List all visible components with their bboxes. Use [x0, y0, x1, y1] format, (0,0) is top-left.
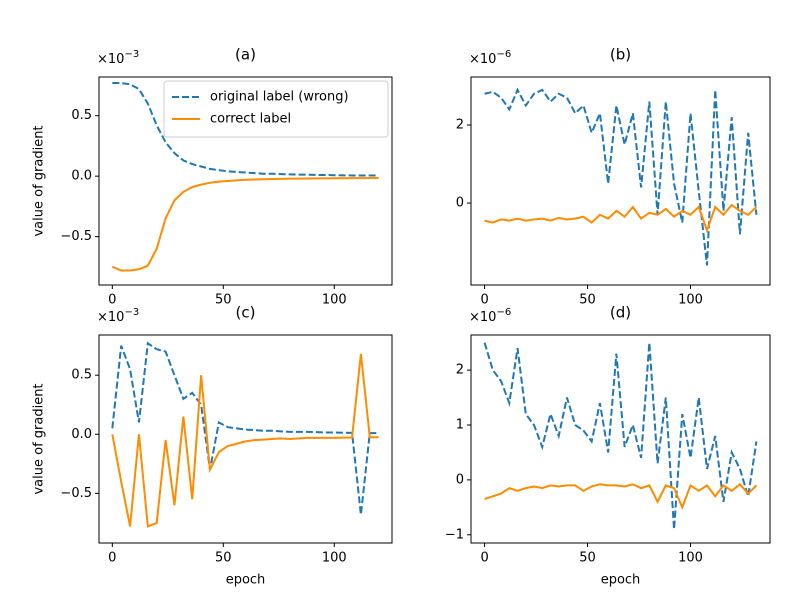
legend-box — [163, 80, 389, 138]
subplot-title: (d) — [610, 304, 631, 322]
data-line — [484, 203, 758, 234]
offset-exponent: −3 — [124, 307, 139, 318]
data-line — [111, 353, 379, 528]
y-tick-label: 1 — [456, 418, 464, 433]
x-tick-label: 50 — [579, 551, 596, 566]
subplot: 0 50 100 2 1 0 −1 (d) ×10−6 epoch — [445, 304, 771, 588]
x-tick-label: 100 — [678, 551, 703, 566]
x-tick-label: 100 — [322, 551, 347, 566]
y-tick-label: −1 — [445, 527, 464, 542]
x-tick-label: 0 — [480, 293, 488, 308]
data-line — [484, 482, 758, 511]
y-tick-label: 0.5 — [71, 108, 92, 123]
y-tick-label: 2 — [456, 363, 464, 378]
subplot-title: (b) — [610, 46, 631, 64]
x-axis-label: epoch — [601, 573, 641, 588]
offset-exponent: −6 — [496, 307, 511, 318]
subplot: 0 50 100 0.5 0.0 −0.5 (c) ×10−3 value of gradien… — [32, 304, 393, 588]
offset-text: ×10−6 — [469, 307, 511, 325]
y-tick-label: 0 — [456, 196, 464, 211]
subplot: 0 50 100 0.5 0.0 −0.5 (a) ×10−3 value of gradien… — [32, 46, 393, 308]
y-tick-label: 2 — [456, 118, 464, 133]
offset-text: ×10−3 — [97, 49, 139, 67]
x-tick-label: 0 — [108, 551, 116, 566]
x-tick-label: 0 — [108, 293, 116, 308]
offset-exponent: −3 — [124, 49, 139, 60]
y-axis-label: value of gradient — [32, 383, 47, 494]
offset-base: ×10 — [469, 310, 496, 325]
y-tick-label: 0 — [456, 472, 464, 487]
data-line — [484, 87, 758, 266]
y-tick-label: 0.0 — [71, 427, 92, 442]
x-tick-label: 50 — [215, 293, 232, 308]
y-tick-label: −0.5 — [60, 229, 92, 244]
offset-text: ×10−6 — [469, 49, 511, 67]
x-axis-label: epoch — [226, 573, 266, 588]
axes-frame — [470, 334, 771, 544]
offset-base: ×10 — [469, 52, 496, 67]
data-line — [111, 341, 379, 515]
x-tick-label: 100 — [678, 293, 703, 308]
offset-exponent: −6 — [496, 49, 511, 60]
axes-frame — [470, 76, 771, 286]
x-tick-label: 100 — [322, 293, 347, 308]
axes-frame — [98, 334, 393, 544]
data-line — [112, 82, 379, 177]
subplot: 0 50 100 2 0 (b) ×10−6 — [456, 46, 771, 308]
legend-label: correct label — [210, 112, 291, 127]
axes-frame — [98, 76, 393, 286]
subplot-title: (a) — [235, 46, 256, 64]
y-tick-label: 0.5 — [71, 368, 92, 383]
data-line — [483, 342, 758, 530]
y-tick-label: −0.5 — [60, 486, 92, 501]
x-tick-label: 0 — [480, 551, 488, 566]
y-axis-label: value of gradient — [32, 125, 47, 236]
offset-base: ×10 — [97, 52, 124, 67]
subplot-title: (c) — [236, 304, 256, 322]
x-tick-label: 50 — [215, 551, 232, 566]
offset-base: ×10 — [97, 310, 124, 325]
offset-text: ×10−3 — [97, 307, 139, 325]
x-tick-label: 50 — [579, 293, 596, 308]
y-tick-label: 0.0 — [71, 169, 92, 184]
data-line — [111, 176, 379, 272]
legend-label: original label (wrong) — [210, 90, 349, 105]
